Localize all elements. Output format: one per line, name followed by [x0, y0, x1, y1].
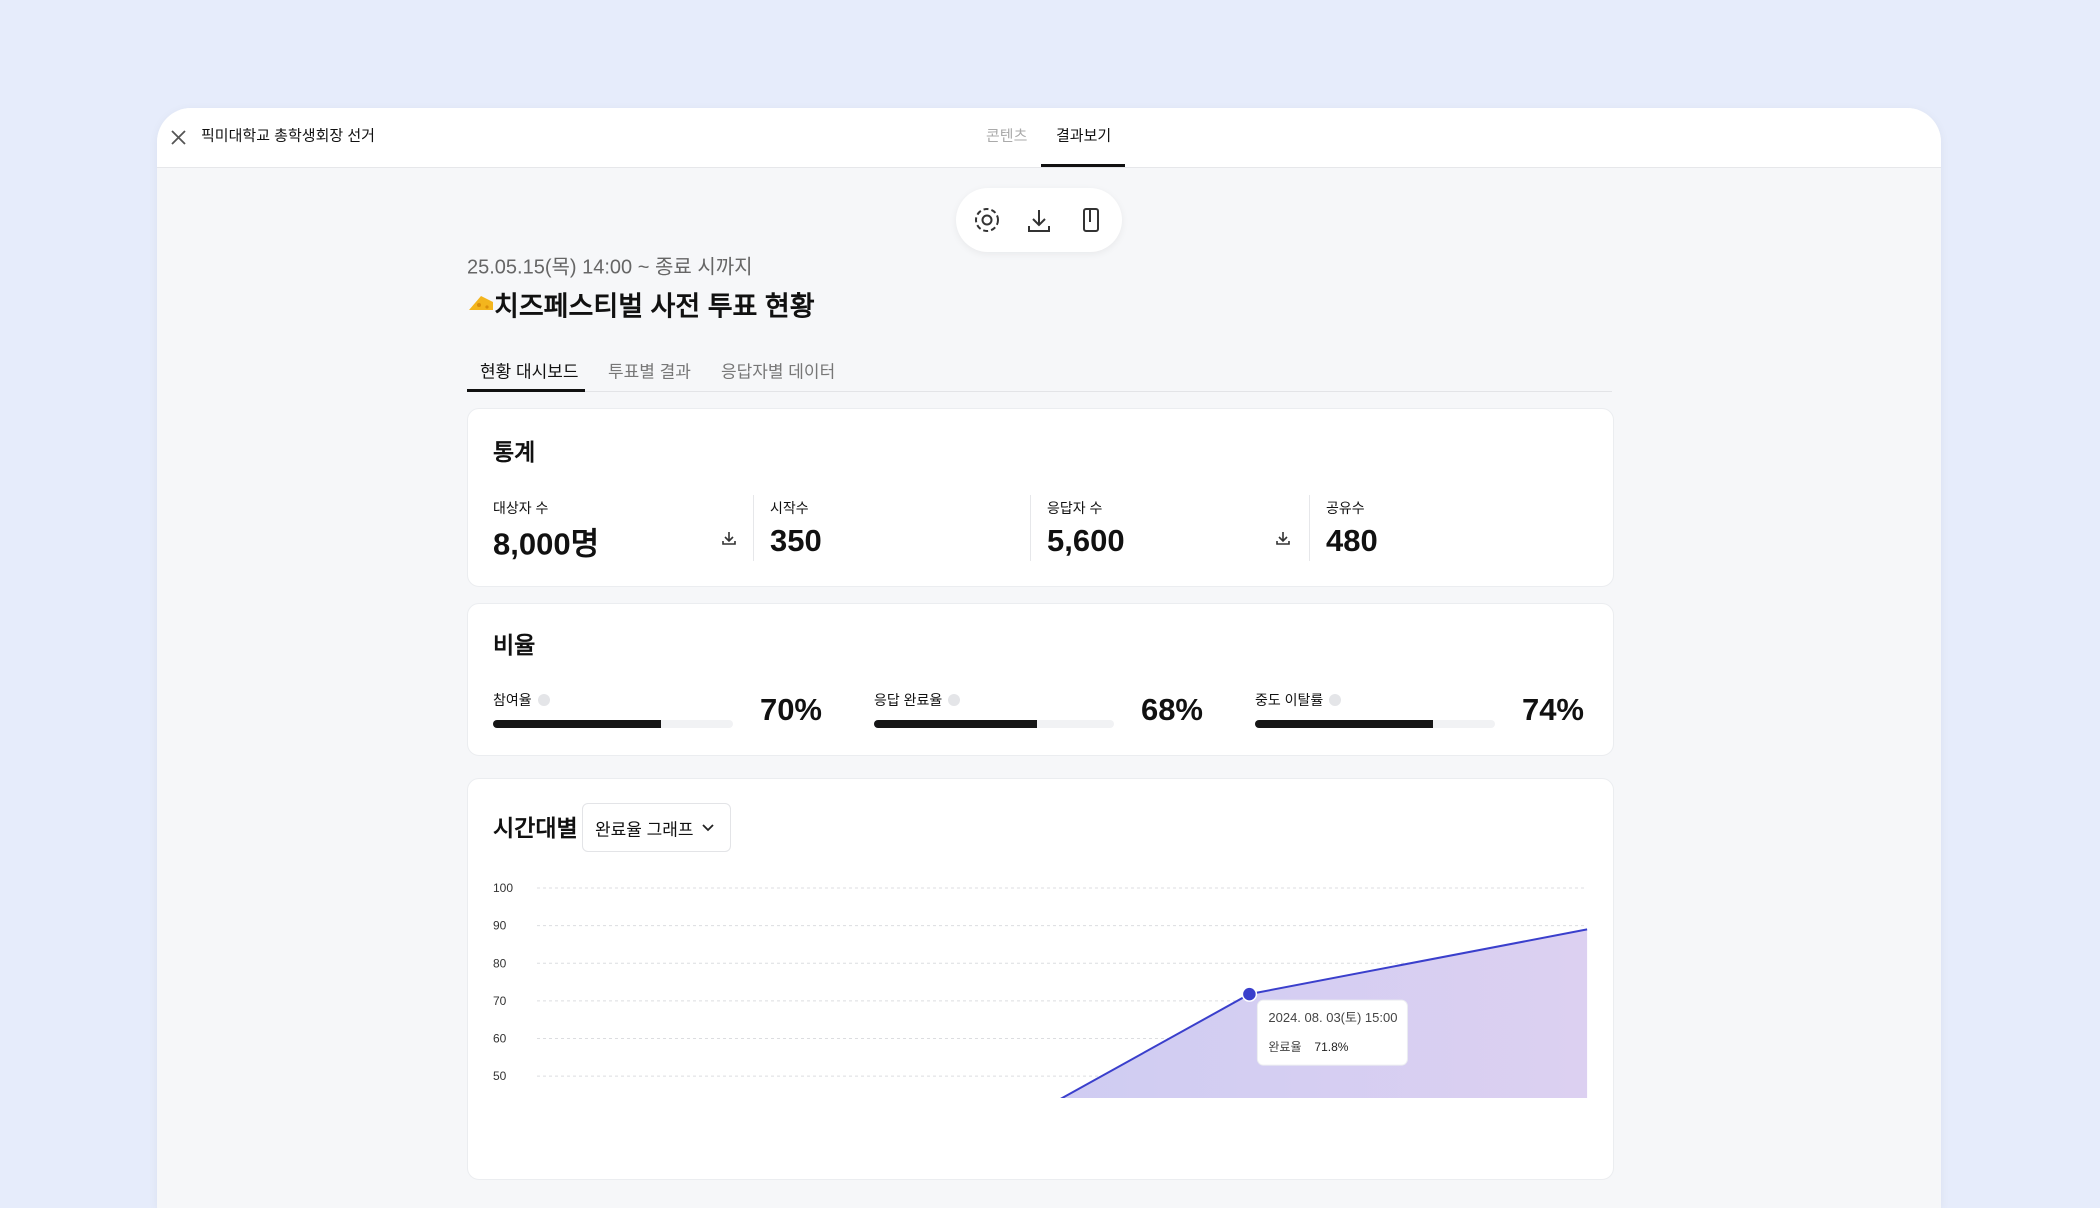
- cheese-icon: [469, 296, 493, 310]
- y-tick-label: 90: [493, 919, 507, 933]
- tab[interactable]: 투표별 결과: [608, 362, 691, 382]
- tooltip-value: 71.8%: [1314, 1040, 1348, 1054]
- separator: [753, 495, 754, 561]
- y-tick-label: 100: [493, 881, 513, 895]
- survey-title: 치즈페스티벌 사전 투표 현황: [494, 291, 815, 322]
- close-button[interactable]: [170, 129, 187, 146]
- ratio-label: 응답 완료율: [874, 692, 943, 708]
- dropdown[interactable]: 완료율 그래프: [582, 803, 731, 852]
- tab[interactable]: 응답자별 데이터: [721, 362, 836, 382]
- ratio-label: 참여율: [493, 692, 532, 708]
- tooltip: [1256, 999, 1408, 1066]
- ratio-bar: [874, 720, 1038, 728]
- y-tick-label: 70: [493, 994, 507, 1008]
- card-title: 비율: [493, 632, 536, 658]
- info-icon: [1329, 694, 1341, 706]
- stat-label: 공유수: [1326, 500, 1365, 516]
- tab-underline: [467, 389, 585, 392]
- y-tick-label: 60: [493, 1032, 507, 1046]
- download-icon: [1275, 530, 1291, 551]
- ratio-card: [467, 603, 1614, 756]
- stat-value: 480: [1326, 523, 1378, 558]
- y-tick-label: 80: [493, 956, 507, 970]
- download-icon: [721, 530, 737, 551]
- area: [1062, 929, 1588, 1098]
- info-icon: [538, 694, 550, 706]
- stat-value: 8,000명: [493, 526, 600, 562]
- y-tick-label: 50: [493, 1069, 507, 1083]
- ratio-label: 중도 이탈률: [1255, 692, 1324, 708]
- dropdown-label: 완료율 그래프: [595, 820, 694, 840]
- tab-active[interactable]: 결과보기: [1056, 127, 1112, 145]
- ratio-value: 74%: [1521, 692, 1584, 727]
- stats-card: [467, 408, 1614, 587]
- card-title: 통계: [493, 439, 536, 465]
- stat-label: 대상자 수: [493, 500, 549, 516]
- chart: 50 60 70 80 90 100 2024. 08. 03(토) 15:00 완료율 71.…: [493, 881, 1588, 1098]
- stat-label: 응답자 수: [1047, 500, 1103, 516]
- ratio-bar: [1255, 720, 1433, 728]
- tab-active[interactable]: 현황 대시보드: [480, 362, 579, 382]
- tooltip-series: 완료율: [1268, 1040, 1301, 1054]
- stat-value: 5,600: [1047, 523, 1125, 558]
- tab[interactable]: 콘텐츠: [986, 127, 1028, 145]
- toolbar-icons: [975, 208, 1099, 232]
- info-icon: [948, 694, 960, 706]
- chevron: [702, 824, 714, 832]
- separator: [1309, 495, 1310, 561]
- tab-underline: [1041, 164, 1125, 167]
- header-title: 픽미대학교 총학생회장 선거: [201, 127, 375, 145]
- header-bar: [157, 108, 1941, 168]
- toolbar: [956, 188, 1122, 252]
- ratio-value: 68%: [1140, 692, 1203, 727]
- ratio-bar: [493, 720, 661, 728]
- survey-period: 25.05.15(목) 14:00 ~ 종료 시까지: [467, 256, 753, 279]
- stat-label: 시작수: [770, 500, 809, 516]
- point: [1241, 986, 1258, 1002]
- page: 픽미대학교 총학생회장 선거 콘텐츠 결과보기 25.05.15(목) 14:0…: [157, 108, 1941, 1208]
- stat-value: 350: [770, 523, 822, 558]
- line: [1060, 928, 1588, 1098]
- card-title: 시간대별: [493, 815, 578, 841]
- ratio-value: 70%: [759, 692, 822, 727]
- tabs-divider: [467, 391, 1612, 392]
- tooltip-title: 2024. 08. 03(토) 15:00: [1268, 1010, 1397, 1025]
- separator: [1030, 495, 1031, 561]
